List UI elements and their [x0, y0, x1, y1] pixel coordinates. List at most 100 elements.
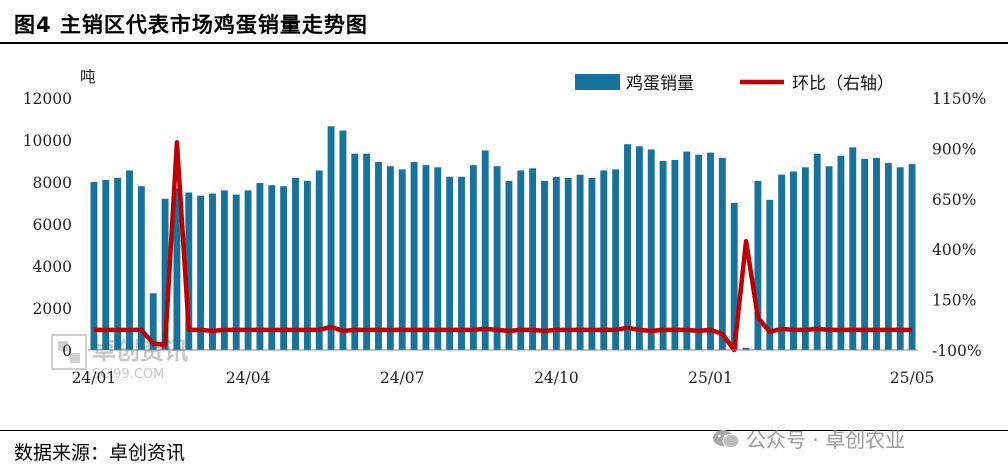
sales-bar [292, 177, 299, 350]
legend-bar-label: 鸡蛋销量 [626, 74, 694, 94]
sales-bar [458, 176, 465, 350]
sales-bar [303, 180, 311, 350]
sales-bar [896, 167, 904, 350]
wechat-icon [713, 429, 740, 448]
left-tick-label: 6000 [33, 216, 72, 234]
left-tick-label: 12000 [23, 90, 72, 108]
sales-bar [790, 171, 797, 350]
bottom-rule [0, 430, 1008, 431]
sales-bar [268, 185, 276, 350]
sales-bar [908, 164, 916, 350]
top-rule [0, 42, 1008, 44]
sales-bar [232, 194, 240, 350]
ratio-line [93, 140, 913, 353]
sales-bar [398, 169, 406, 350]
right-tick-label: 150% [932, 292, 976, 310]
sales-bar [659, 161, 667, 350]
wechat-account: 公众号 · 卓创农业 [746, 428, 906, 452]
sales-bar [185, 192, 193, 350]
sales-bar [849, 147, 857, 350]
sales-bar [363, 153, 371, 350]
x-tick-label: 24/10 [534, 369, 579, 387]
sales-bar [197, 195, 205, 350]
sales-bar [446, 176, 454, 350]
legend: 鸡蛋销量 环比（右轴） [575, 74, 894, 94]
sales-bar [588, 177, 596, 350]
sales-bar [137, 186, 145, 350]
figure-title: 图4 主销区代表市场鸡蛋销量走势图 [14, 13, 368, 37]
right-tick-label: 1150% [932, 90, 986, 108]
right-tick-label: 900% [932, 140, 976, 158]
sales-bar [256, 183, 264, 350]
sales-bar [469, 165, 477, 350]
sales-bar [813, 153, 821, 350]
sales-bar [315, 170, 323, 350]
bar-series [90, 126, 916, 350]
left-tick-label: 4000 [33, 258, 72, 276]
sales-bar [422, 165, 430, 350]
sales-bar [220, 190, 228, 350]
sales-bar [635, 146, 643, 350]
sales-bar [410, 162, 418, 350]
sales-bar [647, 149, 655, 350]
sales-bar [505, 180, 513, 350]
x-tick-label: 25/01 [688, 369, 733, 387]
sales-bar [481, 150, 489, 350]
sales-bar [517, 170, 525, 350]
sales-bar [244, 190, 252, 350]
sales-bar [327, 126, 335, 350]
sales-bar [90, 182, 98, 350]
right-tick-label: 650% [932, 191, 976, 209]
sales-bar [873, 157, 880, 350]
sales-bar [695, 154, 703, 350]
sales-bar [624, 144, 631, 350]
wechat-attribution: 公众号 · 卓创农业 [712, 424, 905, 453]
sales-bar [375, 162, 382, 350]
sales-bar [766, 199, 774, 350]
sales-bar [742, 347, 750, 350]
sales-bar [434, 167, 442, 350]
right-tick-label: 400% [932, 241, 976, 259]
y-unit-label: 吨 [80, 68, 96, 86]
sales-bar [209, 193, 216, 350]
sales-bar [837, 155, 845, 350]
sales-bar [529, 168, 537, 350]
figure-header: 图4 主销区代表市场鸡蛋销量走势图 [0, 0, 1008, 42]
watermark-en: SCI99.COM [92, 367, 164, 382]
sales-bar [612, 169, 620, 350]
sales-bar [541, 180, 548, 350]
left-tick-label: 0 [62, 342, 72, 360]
chart: 卓创资讯 SCI99.COM 吨 02000400060008000100001… [23, 68, 987, 387]
sales-bar [564, 177, 572, 350]
x-tick-label: 24/01 [72, 369, 117, 387]
sales-bar [149, 293, 157, 350]
sales-bar [102, 179, 110, 350]
sales-bar [671, 159, 679, 350]
sales-bar [386, 166, 394, 350]
sales-bar [493, 166, 501, 350]
sales-bar [778, 174, 786, 350]
sales-bar [161, 198, 169, 350]
sales-bar [861, 158, 869, 350]
legend-bar-swatch [575, 74, 620, 90]
left-axis-ticks: 0 2000 4000 6000 8000 10000 12000 [23, 90, 72, 360]
sales-bar [351, 153, 359, 350]
sales-bar [707, 152, 714, 350]
sales-bar [114, 177, 122, 350]
x-tick-label: 25/05 [890, 369, 935, 387]
sales-bar [801, 167, 809, 350]
x-axis-ticks: 24/01 24/04 24/07 24/10 25/01 25/05 [72, 369, 935, 387]
right-axis-ticks: -100% 150% 400% 650% 900% 1150% [932, 90, 986, 360]
left-tick-label: 2000 [33, 300, 72, 318]
data-source: 数据来源：卓创资讯 [14, 442, 186, 464]
left-tick-label: 8000 [33, 174, 72, 192]
sales-bar [600, 170, 608, 350]
sales-bar [825, 166, 833, 350]
right-tick-label: -100% [932, 342, 982, 360]
x-tick-label: 24/07 [380, 369, 425, 387]
sales-bar [718, 157, 726, 350]
left-tick-label: 10000 [23, 132, 72, 150]
sales-bar [280, 186, 288, 350]
sales-bar [683, 151, 691, 350]
sales-bar [126, 170, 133, 350]
